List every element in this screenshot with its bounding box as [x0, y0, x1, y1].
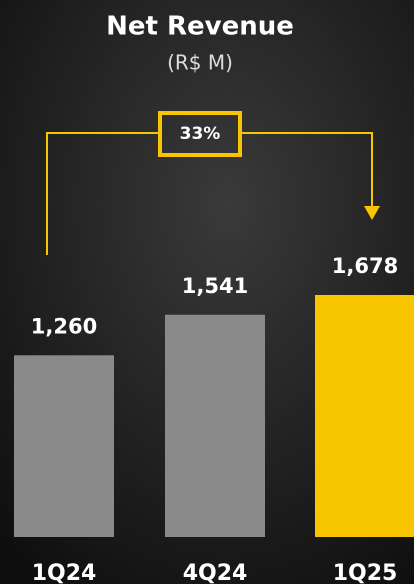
chart: Net Revenue (R$ M) 33% 1,260 1Q24 1,541 4Q2… [0, 0, 414, 584]
x-tick-label: 1Q25 [333, 561, 398, 584]
chart-subtitle: (R$ M) [167, 51, 233, 75]
annotation: 33% [180, 124, 221, 144]
chart-title: Net Revenue [106, 12, 294, 42]
page: {"chart_data": {"type": "bar", "title": … [0, 0, 414, 584]
bar [165, 315, 265, 537]
value-label: 1,541 [182, 274, 248, 298]
x-tick-label: 4Q24 [183, 561, 248, 584]
value-label: 1,260 [31, 314, 97, 338]
bar [14, 355, 114, 537]
bar [315, 295, 414, 537]
x-tick-label: 1Q24 [32, 561, 97, 584]
value-label: 1,678 [332, 254, 398, 278]
